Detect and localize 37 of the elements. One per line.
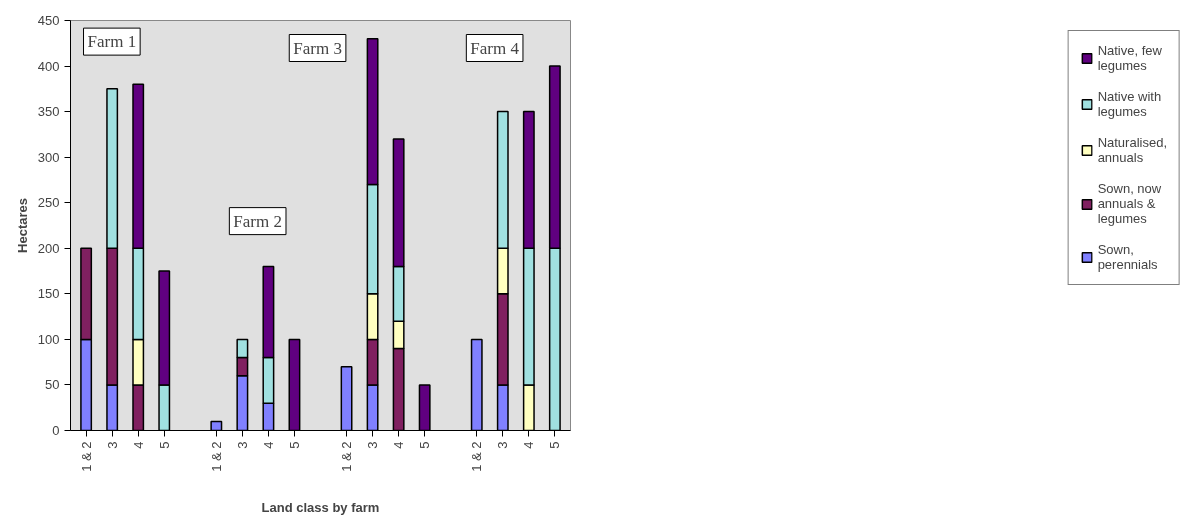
x-tick-label: 4 <box>260 441 276 449</box>
x-tick-label: 1 & 2 <box>78 441 94 472</box>
x-tick-label: 4 <box>391 441 407 449</box>
x-tick-label: 1 & 2 <box>339 441 355 472</box>
x-tick-label: 5 <box>286 441 302 449</box>
y-tick-label: 100 <box>37 331 60 347</box>
x-tick-label: 5 <box>417 441 433 449</box>
y-tick-label: 0 <box>52 423 60 438</box>
x-tick-label: 3 <box>234 441 250 449</box>
annotation: Farm 3 <box>293 38 342 58</box>
y-tick-label: 250 <box>37 195 60 211</box>
y-tick-label: 350 <box>37 104 60 120</box>
x-tick-label: 1 & 2 <box>469 441 485 472</box>
y-tick-label: 150 <box>37 286 60 302</box>
legend-label: Native with legumes <box>1097 89 1162 119</box>
y-tick-label: 300 <box>37 149 60 165</box>
annotation: Farm 2 <box>233 211 282 231</box>
x-tick-label: 3 <box>495 441 511 449</box>
x-tick-label: 5 <box>156 441 172 449</box>
x-tick-label: 1 & 2 <box>208 441 224 472</box>
x-axis-title: Land class by farm <box>261 499 380 515</box>
x-tick-label: 4 <box>521 441 537 449</box>
legend-label: Sown, perennials <box>1097 242 1158 272</box>
y-tick-label: 200 <box>37 240 60 256</box>
x-tick-label: 3 <box>365 441 381 449</box>
annotation: Farm 4 <box>470 38 520 58</box>
y-tick-label: 450 <box>37 13 60 28</box>
y-axis-title: Hectares <box>14 198 30 253</box>
annotation: Farm 1 <box>87 32 137 52</box>
y-tick-label: 50 <box>45 377 60 393</box>
legend-label: Naturalised, annuals <box>1097 135 1167 165</box>
x-tick-label: 3 <box>104 441 120 449</box>
x-tick-label: 5 <box>547 441 563 449</box>
legend-label: Sown, now annuals & legumes <box>1097 181 1162 226</box>
y-tick-label: 400 <box>37 58 60 74</box>
x-tick-label: 4 <box>130 441 146 449</box>
legend-label: Native, few legumes <box>1097 43 1162 73</box>
